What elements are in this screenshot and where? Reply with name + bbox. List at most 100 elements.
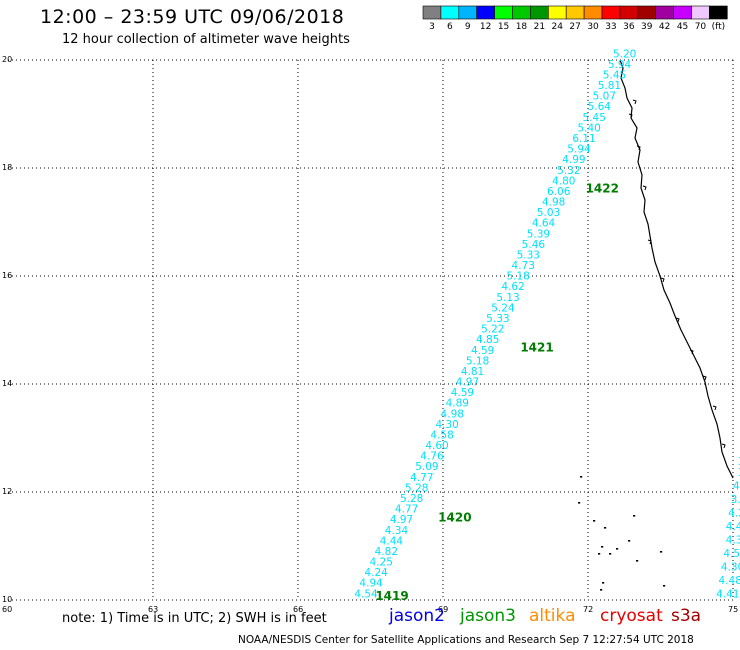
wave-height-value: 4.97 bbox=[456, 377, 479, 389]
wave-height-value: 4.98 bbox=[542, 197, 565, 209]
wave-height-value: 5.20 bbox=[613, 48, 636, 60]
coast-detail bbox=[628, 113, 633, 119]
wave-height-value: 4.44 bbox=[380, 535, 404, 547]
coast-detail bbox=[642, 185, 647, 191]
lon-tick-label: 69 bbox=[438, 605, 448, 614]
footer-credit: NOAA/NESDIS Center for Satellite Applica… bbox=[238, 634, 694, 646]
wave-height-value: 5.45 bbox=[603, 69, 626, 81]
wave-height-value: 5.18 bbox=[506, 271, 529, 283]
wave-height-value: 4.59 bbox=[451, 387, 474, 399]
coast-detail bbox=[702, 375, 707, 381]
color-scale-label: 33 bbox=[605, 22, 617, 32]
wave-height-value: 4.97 bbox=[390, 514, 413, 526]
island-mark bbox=[616, 548, 619, 550]
wave-height-value: 4.82 bbox=[375, 546, 398, 558]
lat-tick-label: 12 bbox=[2, 487, 12, 496]
wave-height-value: 5.07 bbox=[593, 91, 616, 103]
color-scale-label: 12 bbox=[479, 22, 492, 32]
wave-height-value: 5.22 bbox=[481, 324, 504, 336]
lat-tick-label: 16 bbox=[2, 271, 12, 280]
coast-detail bbox=[675, 317, 680, 323]
wave-height-value: 4.25 bbox=[370, 557, 393, 569]
lon-tick-label: 63 bbox=[148, 605, 158, 614]
satellite-legend-jason2: jason2 bbox=[389, 606, 445, 626]
wave-height-value: 4.2 bbox=[728, 507, 740, 519]
color-scale-label: 21 bbox=[533, 22, 546, 32]
wave-height-value: 4.64 bbox=[532, 218, 556, 230]
pass-time-label: 1420 bbox=[438, 511, 471, 525]
coast-detail bbox=[632, 99, 637, 105]
wave-height-value: 3 bbox=[738, 467, 740, 479]
wave-height-value: 4.99 bbox=[562, 154, 585, 166]
lat-tick-label: 18 bbox=[2, 163, 12, 172]
color-scale-label: 45 bbox=[676, 22, 689, 32]
wave-height-value: 4.80 bbox=[552, 175, 575, 187]
wave-height-value: 4.98 bbox=[441, 408, 464, 420]
wave-height-value: 5.24 bbox=[491, 302, 515, 314]
satellite-legend-cryosat: cryosat bbox=[600, 606, 663, 626]
wave-height-value: 4.24 bbox=[364, 567, 388, 579]
color-scale-label: 15 bbox=[497, 22, 510, 32]
island-mark bbox=[593, 520, 596, 522]
wave-height-value: 4.73 bbox=[512, 260, 535, 272]
pass-time-label: 1422 bbox=[586, 181, 619, 195]
coast-detail bbox=[689, 349, 694, 355]
page-subtitle: 12 hour collection of altimeter wave hei… bbox=[62, 32, 350, 47]
wave-height-value: 4.30 bbox=[721, 561, 740, 573]
pass-time-label: 1421 bbox=[520, 341, 553, 355]
coast-detail bbox=[712, 405, 717, 411]
island-mark bbox=[636, 560, 639, 562]
wave-height-value: 5.33 bbox=[486, 313, 509, 325]
wave-height-value: 4.60 bbox=[425, 440, 448, 452]
satellite-legend-jason3: jason3 bbox=[460, 606, 516, 626]
color-scale-label: 42 bbox=[658, 22, 671, 32]
color-scale-label: 3 bbox=[429, 22, 435, 32]
wave-height-value: 4.4 bbox=[726, 521, 740, 533]
wave-height-value: 4.59 bbox=[471, 345, 494, 357]
wave-height-value: 4.58 bbox=[430, 429, 453, 441]
island-mark bbox=[578, 502, 581, 504]
wave-height-value: 5.09 bbox=[415, 461, 438, 473]
wave-height-value: 4.85 bbox=[476, 334, 499, 346]
lat-tick-label: 14 bbox=[2, 379, 12, 388]
wave-height-value: 4.94 bbox=[359, 578, 383, 590]
lon-tick-label: 72 bbox=[583, 605, 593, 614]
coast-detail bbox=[636, 145, 641, 151]
lon-tick-label: 60 bbox=[2, 605, 12, 614]
wave-height-value: 5.46 bbox=[522, 239, 546, 251]
wave-height-value: 4.48 bbox=[719, 575, 740, 587]
wave-height-value: 4.41 bbox=[716, 588, 739, 600]
island-mark bbox=[633, 515, 636, 517]
coast-detail bbox=[647, 239, 652, 245]
wave-height-value: 4.62 bbox=[501, 281, 524, 293]
wave-height-value: 4.77 bbox=[395, 504, 418, 516]
wave-height-value: 5.94 bbox=[608, 59, 632, 71]
wave-height-value: 5.32 bbox=[557, 165, 580, 177]
color-scale-label: 18 bbox=[515, 22, 528, 32]
coast-detail bbox=[721, 443, 726, 449]
coastline bbox=[578, 59, 734, 591]
wave-height-value: 5.18 bbox=[466, 355, 489, 367]
color-scale-label: 70 bbox=[694, 22, 707, 32]
island-mark bbox=[601, 546, 604, 548]
wave-height-value: 5.28 bbox=[400, 493, 423, 505]
wave-height-value: 4.38 bbox=[726, 534, 740, 546]
altimeter-track-main: 5.205.945.455.815.075.645.455.406.115.94… bbox=[354, 48, 636, 600]
color-scale-label: 6 bbox=[446, 22, 453, 32]
wave-height-value: 5.45 bbox=[583, 112, 606, 124]
satellite-legend-altika: altika bbox=[529, 606, 576, 626]
wave-height-value: 5.39 bbox=[527, 228, 550, 240]
island-mark bbox=[609, 553, 612, 555]
island-mark bbox=[628, 540, 631, 542]
wave-height-value: 3 bbox=[738, 456, 740, 468]
color-scale-label: 36 bbox=[623, 22, 635, 32]
wave-height-value: 6.11 bbox=[572, 133, 595, 145]
island-mark bbox=[602, 582, 605, 584]
lon-tick-label: 75 bbox=[728, 605, 738, 614]
wave-height-value: 5.64 bbox=[588, 101, 612, 113]
island-mark bbox=[580, 476, 583, 478]
color-scale-label: 39 bbox=[641, 22, 653, 32]
wave-height-value: 4.81 bbox=[461, 366, 484, 378]
